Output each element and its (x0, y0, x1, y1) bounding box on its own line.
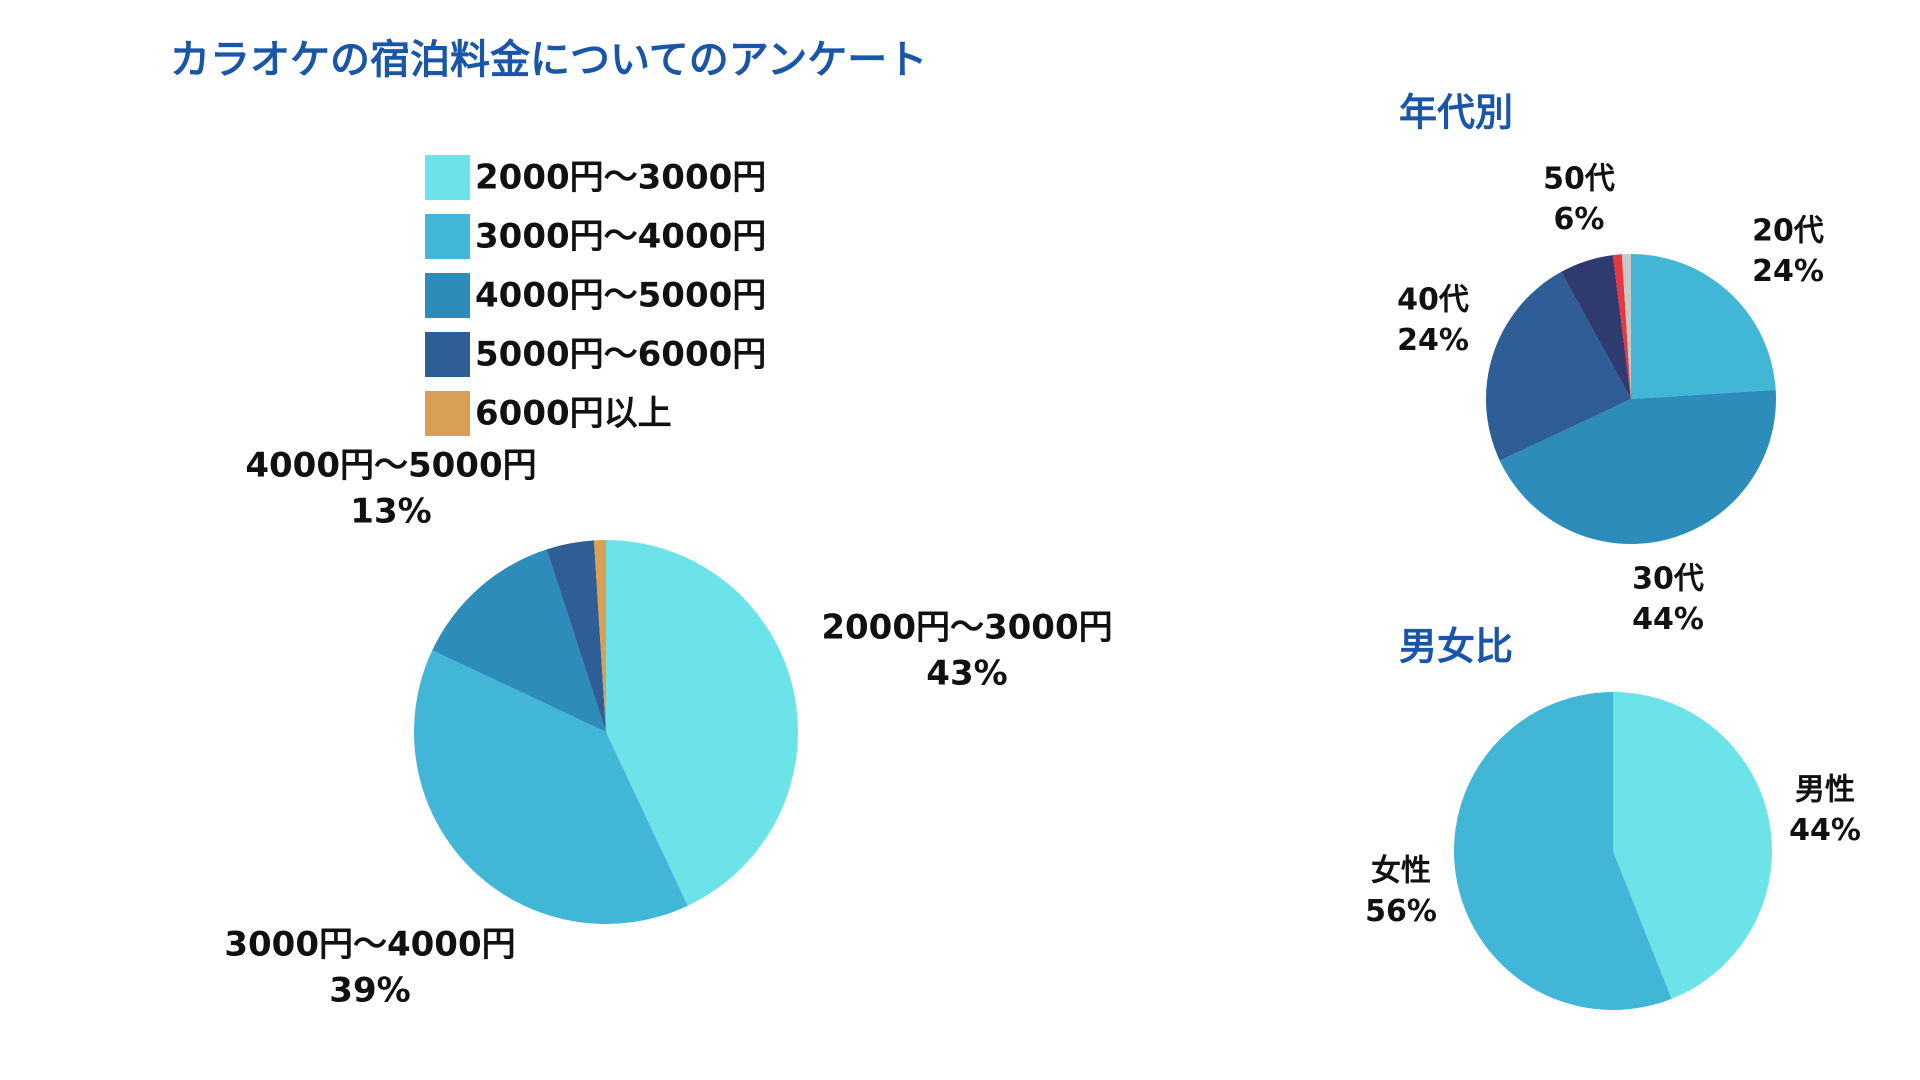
slice-category: 男性 (1795, 773, 1855, 808)
slice-value: 43% (926, 653, 1007, 693)
pie-slice (1631, 254, 1776, 399)
pie-slice (546, 540, 606, 732)
slice-category: 女性 (1371, 854, 1431, 889)
legend-label: 4000円〜5000円 (475, 276, 766, 316)
legend-swatch (425, 214, 470, 259)
slice-category: 20代 (1752, 214, 1824, 249)
pie-slice (1612, 254, 1631, 399)
slice-category: 3000円〜4000円 (224, 925, 515, 965)
legend-swatch (425, 155, 470, 200)
slice-value: 6% (1554, 202, 1605, 237)
slice-value: 44% (1789, 813, 1861, 848)
pie-slice (1561, 255, 1631, 399)
slice-category: 4000円〜5000円 (245, 446, 536, 486)
slice-value: 24% (1397, 323, 1469, 358)
slice-category: 40代 (1397, 283, 1469, 318)
pie-slice (1621, 254, 1631, 399)
slice-category: 50代 (1543, 162, 1615, 197)
slice-category: 30代 (1632, 562, 1704, 597)
slice-value: 44% (1632, 602, 1704, 637)
section-title: 年代別 (1399, 91, 1513, 135)
legend-label: 2000円〜3000円 (475, 158, 766, 198)
legend-label: 6000円以上 (475, 394, 672, 434)
legend-label: 3000円〜4000円 (475, 217, 766, 257)
pie-slice (1499, 389, 1776, 545)
legend-swatch (425, 391, 470, 436)
legend-swatch (425, 273, 470, 318)
pie-slice (1613, 692, 1773, 999)
pie-slice (606, 540, 799, 906)
legend-swatch (425, 332, 470, 377)
slice-value: 56% (1365, 894, 1437, 929)
pie-slice (593, 540, 606, 732)
slice-value: 13% (350, 491, 431, 531)
slice-category: 2000円〜3000円 (821, 608, 1112, 648)
pie-slice (413, 650, 688, 925)
pie-slice (1485, 271, 1631, 461)
pie-slice (1454, 691, 1672, 1010)
legend-label: 5000円〜6000円 (475, 335, 766, 375)
slice-value: 24% (1752, 254, 1824, 289)
pie-slice (432, 549, 606, 732)
section-title: 男女比 (1399, 625, 1513, 669)
slice-value: 39% (329, 970, 410, 1010)
chart-title: カラオケの宿泊料金についてのアンケート (170, 37, 927, 83)
